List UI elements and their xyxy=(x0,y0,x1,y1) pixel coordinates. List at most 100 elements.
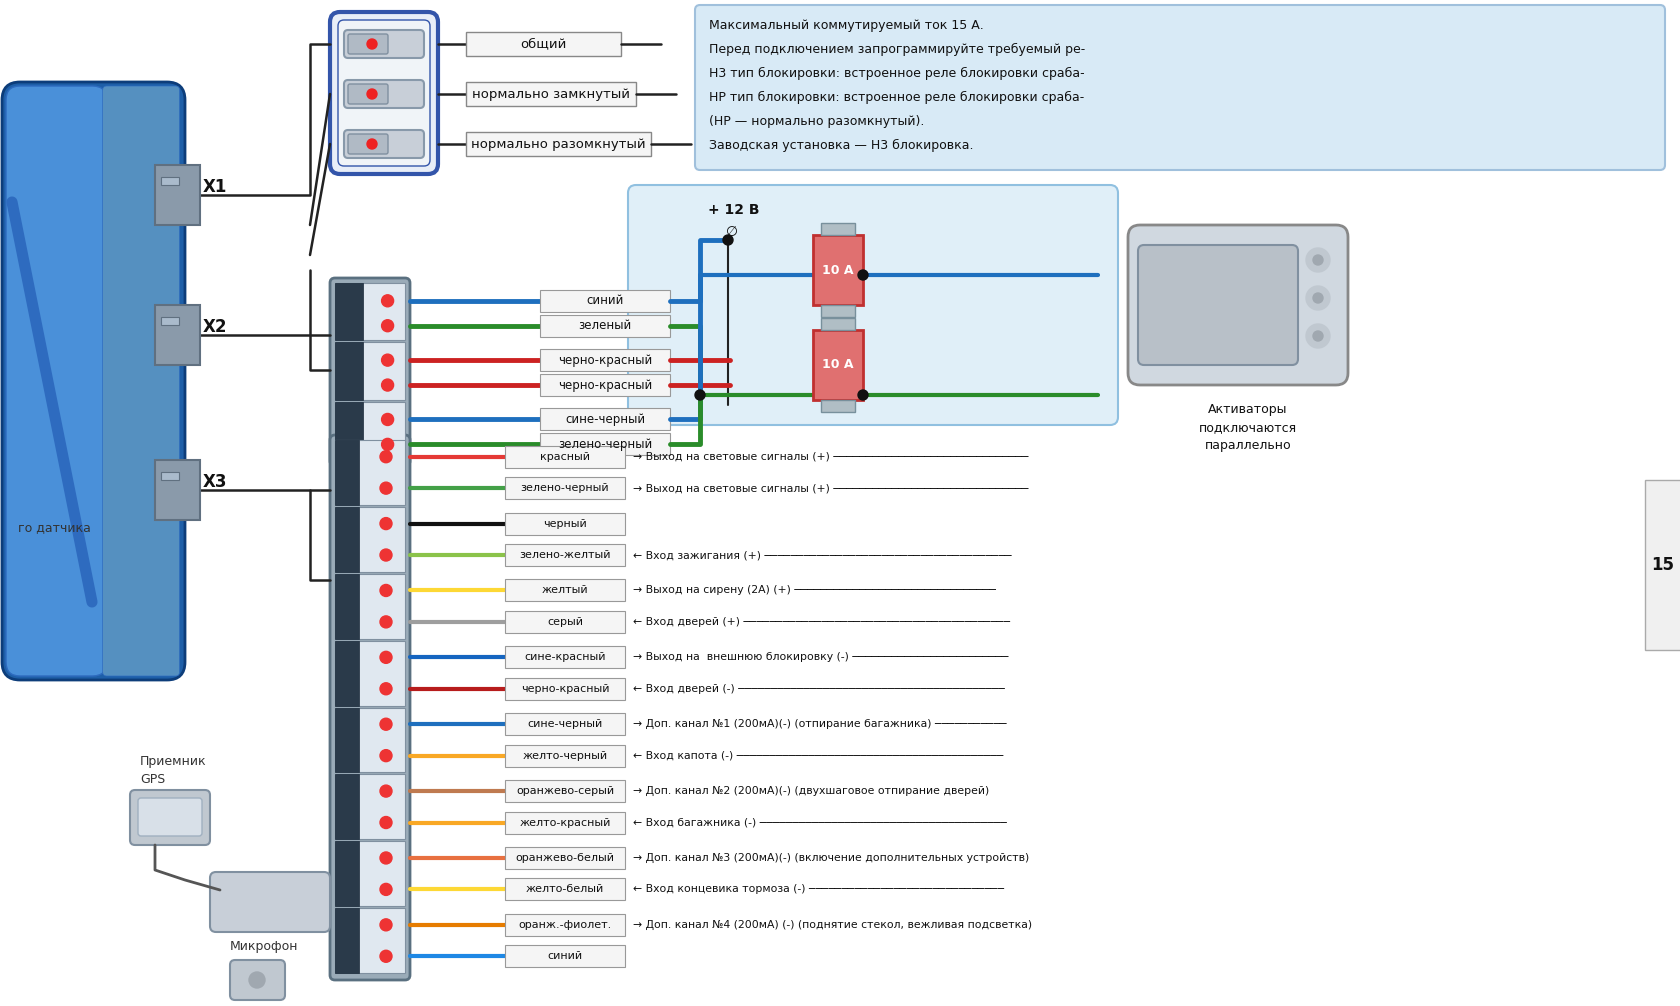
Bar xyxy=(504,678,625,700)
FancyBboxPatch shape xyxy=(344,80,423,108)
Bar xyxy=(813,235,862,305)
Bar xyxy=(504,744,625,767)
Bar xyxy=(334,401,363,459)
Bar xyxy=(539,315,670,337)
Bar xyxy=(504,477,625,499)
Circle shape xyxy=(380,785,391,797)
Circle shape xyxy=(1305,324,1329,348)
Text: желто-красный: желто-красный xyxy=(519,818,610,828)
Bar xyxy=(334,641,360,705)
Bar xyxy=(334,707,405,773)
Bar xyxy=(1645,480,1680,650)
FancyBboxPatch shape xyxy=(210,872,329,932)
Text: → Выход на  внешнюю блокировку (-) ────────────────────────: → Выход на внешнюю блокировку (-) ──────… xyxy=(633,652,1008,662)
FancyBboxPatch shape xyxy=(138,798,202,836)
FancyBboxPatch shape xyxy=(102,86,180,676)
Circle shape xyxy=(380,451,391,463)
Text: ← Вход дверей (+) ─────────────────────────────────────────: ← Вход дверей (+) ──────────────────────… xyxy=(633,617,1010,627)
Bar xyxy=(504,611,625,633)
Bar xyxy=(334,507,360,571)
Text: зелено-желтый: зелено-желтый xyxy=(519,550,610,560)
FancyBboxPatch shape xyxy=(344,30,423,58)
Text: черно-красный: черно-красный xyxy=(521,684,608,694)
Text: сине-красный: сине-красный xyxy=(524,652,605,662)
FancyBboxPatch shape xyxy=(1137,245,1297,365)
Bar xyxy=(539,349,670,371)
Circle shape xyxy=(380,883,391,895)
Bar xyxy=(334,841,360,906)
Text: нормально замкнутый: нормально замкнутый xyxy=(472,88,630,101)
Text: 15: 15 xyxy=(1650,556,1673,574)
Text: → Доп. канал №1 (200мА)(-) (отпирание багажника) ───────────: → Доп. канал №1 (200мА)(-) (отпирание ба… xyxy=(633,719,1006,729)
Text: оранж.-фиолет.: оранж.-фиолет. xyxy=(517,919,612,930)
Text: + 12 В: + 12 В xyxy=(707,203,759,217)
Text: зелено-черный: зелено-черный xyxy=(521,483,608,493)
Circle shape xyxy=(366,39,376,49)
Bar xyxy=(334,283,363,340)
FancyBboxPatch shape xyxy=(338,20,430,166)
Circle shape xyxy=(1312,255,1322,265)
Bar xyxy=(155,165,200,225)
Bar xyxy=(334,440,405,505)
Bar xyxy=(813,330,862,400)
FancyBboxPatch shape xyxy=(694,5,1663,170)
Circle shape xyxy=(381,320,393,332)
Text: ← Вход капота (-) ─────────────────────────────────────────: ← Вход капота (-) ──────────────────────… xyxy=(633,750,1003,761)
FancyBboxPatch shape xyxy=(344,130,423,158)
Text: серый: серый xyxy=(546,617,583,627)
Circle shape xyxy=(249,972,265,988)
Text: красный: красный xyxy=(539,452,590,462)
Bar xyxy=(504,780,625,802)
Circle shape xyxy=(381,354,393,366)
Text: подключаются: подключаются xyxy=(1198,421,1297,434)
Bar xyxy=(334,507,405,571)
Bar xyxy=(820,305,855,317)
Text: оранжево-белый: оранжево-белый xyxy=(516,853,615,863)
Bar xyxy=(334,440,360,505)
Text: черно-красный: черно-красный xyxy=(558,354,652,366)
Text: Перед подключением запрограммируйте требуемый ре-: Перед подключением запрограммируйте треб… xyxy=(709,43,1085,56)
Bar xyxy=(504,713,625,735)
Text: ∅: ∅ xyxy=(726,225,738,239)
FancyBboxPatch shape xyxy=(230,960,286,1000)
Text: синий: синий xyxy=(586,295,623,307)
FancyBboxPatch shape xyxy=(7,86,106,676)
Circle shape xyxy=(380,817,391,829)
Text: желто-черный: желто-черный xyxy=(522,750,606,761)
Text: ← Вход зажигания (+) ──────────────────────────────────────: ← Вход зажигания (+) ───────────────────… xyxy=(633,550,1011,560)
Text: → Доп. канал №4 (200мА) (-) (поднятие стекол, вежливая подсветка): → Доп. канал №4 (200мА) (-) (поднятие ст… xyxy=(633,919,1032,930)
Circle shape xyxy=(381,413,393,426)
FancyBboxPatch shape xyxy=(1127,225,1347,385)
Text: го датчика: го датчика xyxy=(18,521,91,534)
Text: 10 А: 10 А xyxy=(822,264,853,277)
Bar xyxy=(334,401,405,459)
Circle shape xyxy=(380,718,391,730)
Text: желтый: желтый xyxy=(541,585,588,596)
Circle shape xyxy=(380,549,391,561)
Bar xyxy=(161,317,178,325)
Bar xyxy=(334,707,360,773)
Text: сине-черный: сине-черный xyxy=(564,413,645,426)
Circle shape xyxy=(381,379,393,391)
Text: Активаторы: Активаторы xyxy=(1208,403,1287,416)
Bar xyxy=(504,579,625,602)
Text: Максимальный коммутируемый ток 15 А.: Максимальный коммутируемый ток 15 А. xyxy=(709,19,983,32)
Bar xyxy=(155,460,200,520)
Bar xyxy=(334,908,360,973)
Circle shape xyxy=(366,139,376,149)
FancyBboxPatch shape xyxy=(348,83,388,104)
Circle shape xyxy=(1305,248,1329,272)
Circle shape xyxy=(380,918,391,931)
Bar xyxy=(334,775,360,839)
Text: Н3 тип блокировки: встроенное реле блокировки сраба-: Н3 тип блокировки: встроенное реле блоки… xyxy=(709,67,1084,80)
FancyBboxPatch shape xyxy=(329,435,410,980)
Bar xyxy=(334,283,405,340)
Text: 10 А: 10 А xyxy=(822,358,853,371)
Bar xyxy=(539,408,670,431)
Bar xyxy=(504,878,625,900)
Bar xyxy=(465,82,635,106)
Text: ← Вход концевика тормоза (-) ──────────────────────────────: ← Вход концевика тормоза (-) ───────────… xyxy=(633,884,1003,894)
Bar xyxy=(820,400,855,412)
Bar xyxy=(155,305,200,365)
Circle shape xyxy=(722,235,732,245)
